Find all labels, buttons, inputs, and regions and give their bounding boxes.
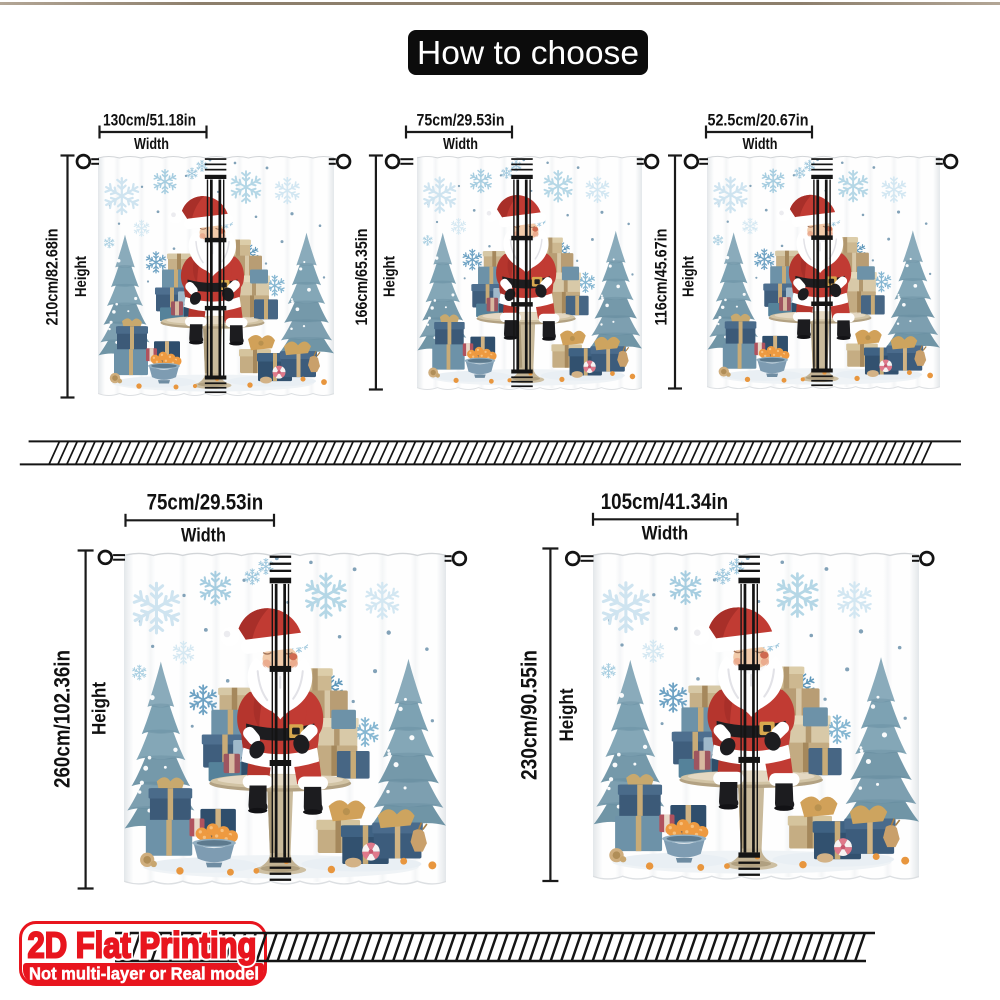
svg-text:75cm/29.53in: 75cm/29.53in — [417, 111, 505, 130]
svg-text:260cm/102.36in: 260cm/102.36in — [50, 650, 75, 788]
svg-text:116cm/45.67in: 116cm/45.67in — [652, 229, 671, 326]
svg-text:Height: Height — [73, 256, 90, 297]
svg-text:Width: Width — [642, 524, 689, 545]
svg-text:Width: Width — [134, 136, 169, 153]
svg-text:Width: Width — [181, 526, 226, 547]
svg-text:210cm/82.68in: 210cm/82.68in — [43, 229, 62, 326]
svg-text:Height: Height — [382, 256, 399, 297]
svg-text:2D Flat Printing: 2D Flat Printing — [28, 925, 257, 966]
svg-text:230cm/90.55in: 230cm/90.55in — [517, 650, 542, 780]
svg-text:Height: Height — [681, 256, 698, 297]
svg-text:How to choose: How to choose — [417, 34, 639, 71]
svg-text:2D Flat Printing: 2D Flat Printing — [28, 925, 257, 966]
svg-text:Height: Height — [90, 681, 111, 735]
svg-text:Width: Width — [743, 136, 778, 153]
svg-text:Width: Width — [443, 136, 478, 153]
svg-text:Height: Height — [557, 688, 578, 742]
svg-text:52.5cm/20.67in: 52.5cm/20.67in — [708, 111, 809, 130]
svg-text:166cm/65.35in: 166cm/65.35in — [352, 229, 371, 326]
svg-text:130cm/51.18in: 130cm/51.18in — [103, 111, 196, 130]
svg-text:75cm/29.53in: 75cm/29.53in — [147, 490, 264, 515]
svg-text:105cm/41.34in: 105cm/41.34in — [601, 489, 728, 514]
svg-text:Not multi-layer or Real model: Not multi-layer or Real model — [29, 964, 259, 984]
